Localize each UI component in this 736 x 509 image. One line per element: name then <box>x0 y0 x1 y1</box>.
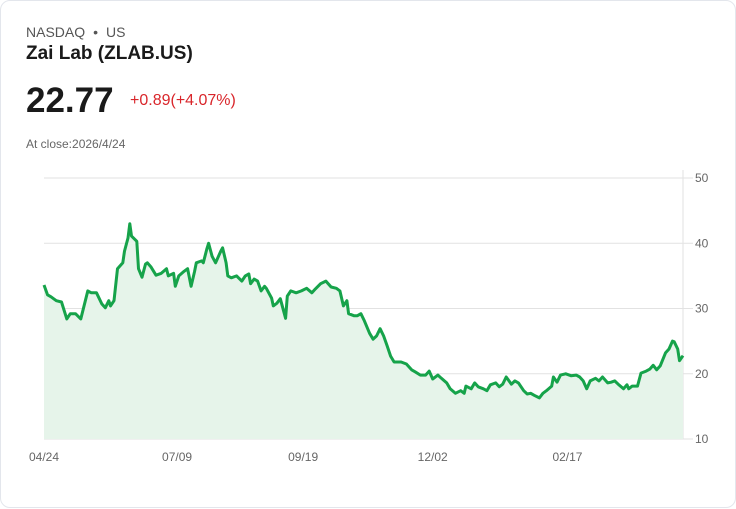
exchange: NASDAQ <box>26 24 86 40</box>
close-time: At close:2026/4/24 <box>26 137 126 151</box>
market: US <box>106 24 126 40</box>
y-tick-label: 50 <box>695 171 709 185</box>
price-change: +0.89(+4.07%) <box>130 92 236 109</box>
area-fill <box>44 223 683 439</box>
y-tick-label: 20 <box>695 367 709 381</box>
x-tick-label: 04/24 <box>29 450 59 464</box>
price-line <box>42 222 685 400</box>
current-price: 22.77 <box>26 81 114 120</box>
y-tick-label: 40 <box>695 236 709 250</box>
separator: • <box>93 24 99 40</box>
y-tick-label: 10 <box>695 432 709 446</box>
stock-title: Zai Lab (ZLAB.US) <box>26 43 193 64</box>
x-tick-label: 02/17 <box>552 450 582 464</box>
x-tick-label: 07/09 <box>162 450 192 464</box>
x-tick-label: 09/19 <box>288 450 318 464</box>
y-tick-label: 30 <box>695 302 709 316</box>
exchange-line: NASDAQ • US <box>26 24 125 40</box>
x-tick-label: 12/02 <box>418 450 448 464</box>
